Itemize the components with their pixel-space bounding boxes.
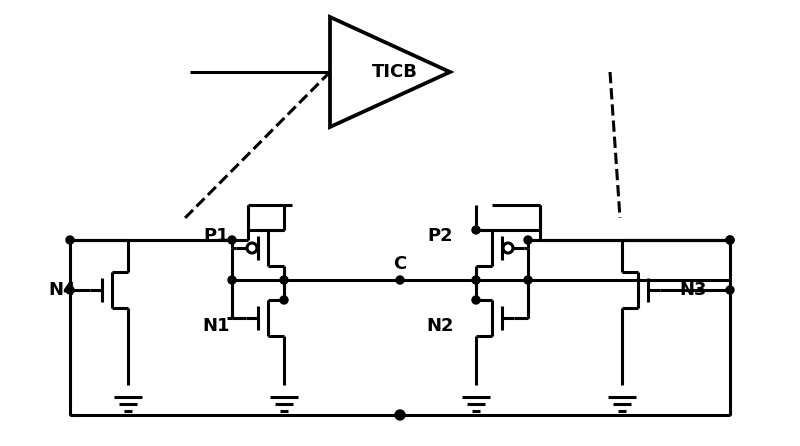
Circle shape [524,276,532,284]
Text: N2: N2 [426,317,454,335]
Circle shape [228,276,236,284]
Circle shape [726,236,734,244]
Circle shape [66,286,74,294]
Text: C: C [394,255,406,273]
Text: TICB: TICB [372,63,418,81]
Text: P2: P2 [427,227,453,245]
Circle shape [726,286,734,294]
Circle shape [396,411,404,419]
Circle shape [726,236,734,244]
Text: P1: P1 [203,227,229,245]
Text: N1: N1 [202,317,230,335]
Circle shape [472,226,480,234]
Circle shape [472,296,480,304]
Circle shape [472,276,480,284]
Circle shape [396,276,404,284]
Circle shape [280,296,288,304]
Circle shape [280,276,288,284]
Text: N3: N3 [679,281,706,299]
Circle shape [395,410,405,420]
Circle shape [228,236,236,244]
Circle shape [66,236,74,244]
Text: N4: N4 [48,281,76,299]
Circle shape [524,236,532,244]
